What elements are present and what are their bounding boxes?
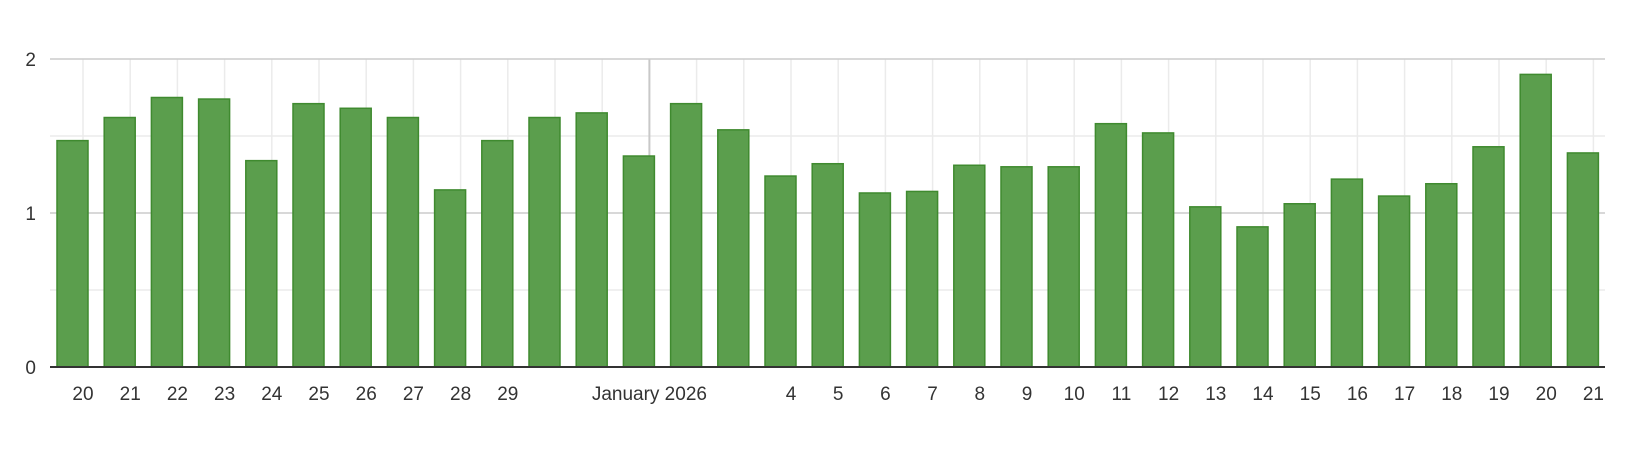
- x-tick-label: 20: [1536, 384, 1557, 405]
- x-tick-label: 13: [1205, 384, 1226, 405]
- bar-jan-8: [953, 164, 986, 368]
- x-tick-label: 4: [786, 384, 797, 405]
- bar-jan-1: [622, 155, 656, 368]
- bar-jan-4: [764, 175, 797, 368]
- bar-jan-20: [1519, 73, 1552, 368]
- x-tick-label: 11: [1112, 384, 1132, 405]
- x-tick-label: January 2026: [592, 384, 707, 405]
- bar-jan-7: [905, 190, 939, 368]
- bar-dec-23: [197, 98, 231, 368]
- bar-jan-21: [1566, 152, 1600, 368]
- y-tick-label: 1: [25, 204, 36, 225]
- x-tick-label: 20: [72, 384, 93, 405]
- bar-dec-21: [103, 116, 136, 368]
- bar-jan-11: [1094, 122, 1128, 368]
- x-tick-label: 16: [1347, 384, 1368, 405]
- bar-dec-25: [292, 102, 325, 368]
- y-tick-label: 2: [25, 50, 36, 71]
- bar-dec-31: [575, 112, 608, 368]
- x-tick-label: 18: [1441, 384, 1462, 405]
- bar-dec-28: [433, 189, 467, 368]
- x-tick-label: 5: [833, 384, 844, 405]
- bar-dec-30: [528, 116, 561, 368]
- bar-jan-18: [1425, 182, 1458, 368]
- x-tick-label: 14: [1252, 384, 1274, 405]
- x-tick-label: 9: [1022, 384, 1033, 405]
- bar-dec-27: [386, 116, 420, 368]
- x-tick-label: 28: [450, 384, 471, 405]
- x-tick-label: 21: [120, 384, 141, 405]
- bar-jan-12: [1141, 132, 1175, 368]
- bar-jan-13: [1189, 206, 1222, 368]
- bar-jan-16: [1330, 178, 1364, 368]
- x-tick-label: 7: [927, 384, 938, 405]
- bar-jan-5: [811, 162, 844, 368]
- bar-jan-6: [858, 192, 892, 368]
- bar-jan-9: [1000, 166, 1033, 368]
- x-tick-label: 21: [1583, 384, 1604, 405]
- x-tick-label: 29: [497, 384, 518, 405]
- bar-jan-14: [1236, 226, 1269, 368]
- bar-jan-17: [1377, 195, 1411, 368]
- x-tick-label: 22: [167, 384, 188, 405]
- x-tick-label: 6: [880, 384, 891, 405]
- x-tick-label: 12: [1158, 384, 1179, 405]
- bar-jan-15: [1283, 203, 1316, 368]
- x-tick-label: 19: [1488, 384, 1509, 405]
- x-tick-label: 23: [214, 384, 235, 405]
- bar-jan-10: [1047, 166, 1080, 368]
- x-tick-label: 25: [308, 384, 329, 405]
- x-tick-label: 8: [975, 384, 986, 405]
- bar-dec-29: [481, 139, 514, 368]
- bar-dec-20: [56, 139, 89, 368]
- x-tick-label: 27: [403, 384, 424, 405]
- x-tick-label: 10: [1064, 384, 1085, 405]
- bar-dec-24: [245, 159, 278, 368]
- x-tick-label: 24: [261, 384, 283, 405]
- x-tick-label: 26: [356, 384, 377, 405]
- bar-jan-2: [669, 102, 703, 368]
- bar-dec-22: [150, 96, 184, 368]
- x-tick-label: 15: [1300, 384, 1321, 405]
- bar-jan-19: [1472, 146, 1505, 368]
- y-tick-label: 0: [25, 358, 36, 379]
- bar-jan-3: [717, 129, 750, 368]
- bar-dec-26: [339, 107, 372, 368]
- x-tick-label: 17: [1394, 384, 1415, 405]
